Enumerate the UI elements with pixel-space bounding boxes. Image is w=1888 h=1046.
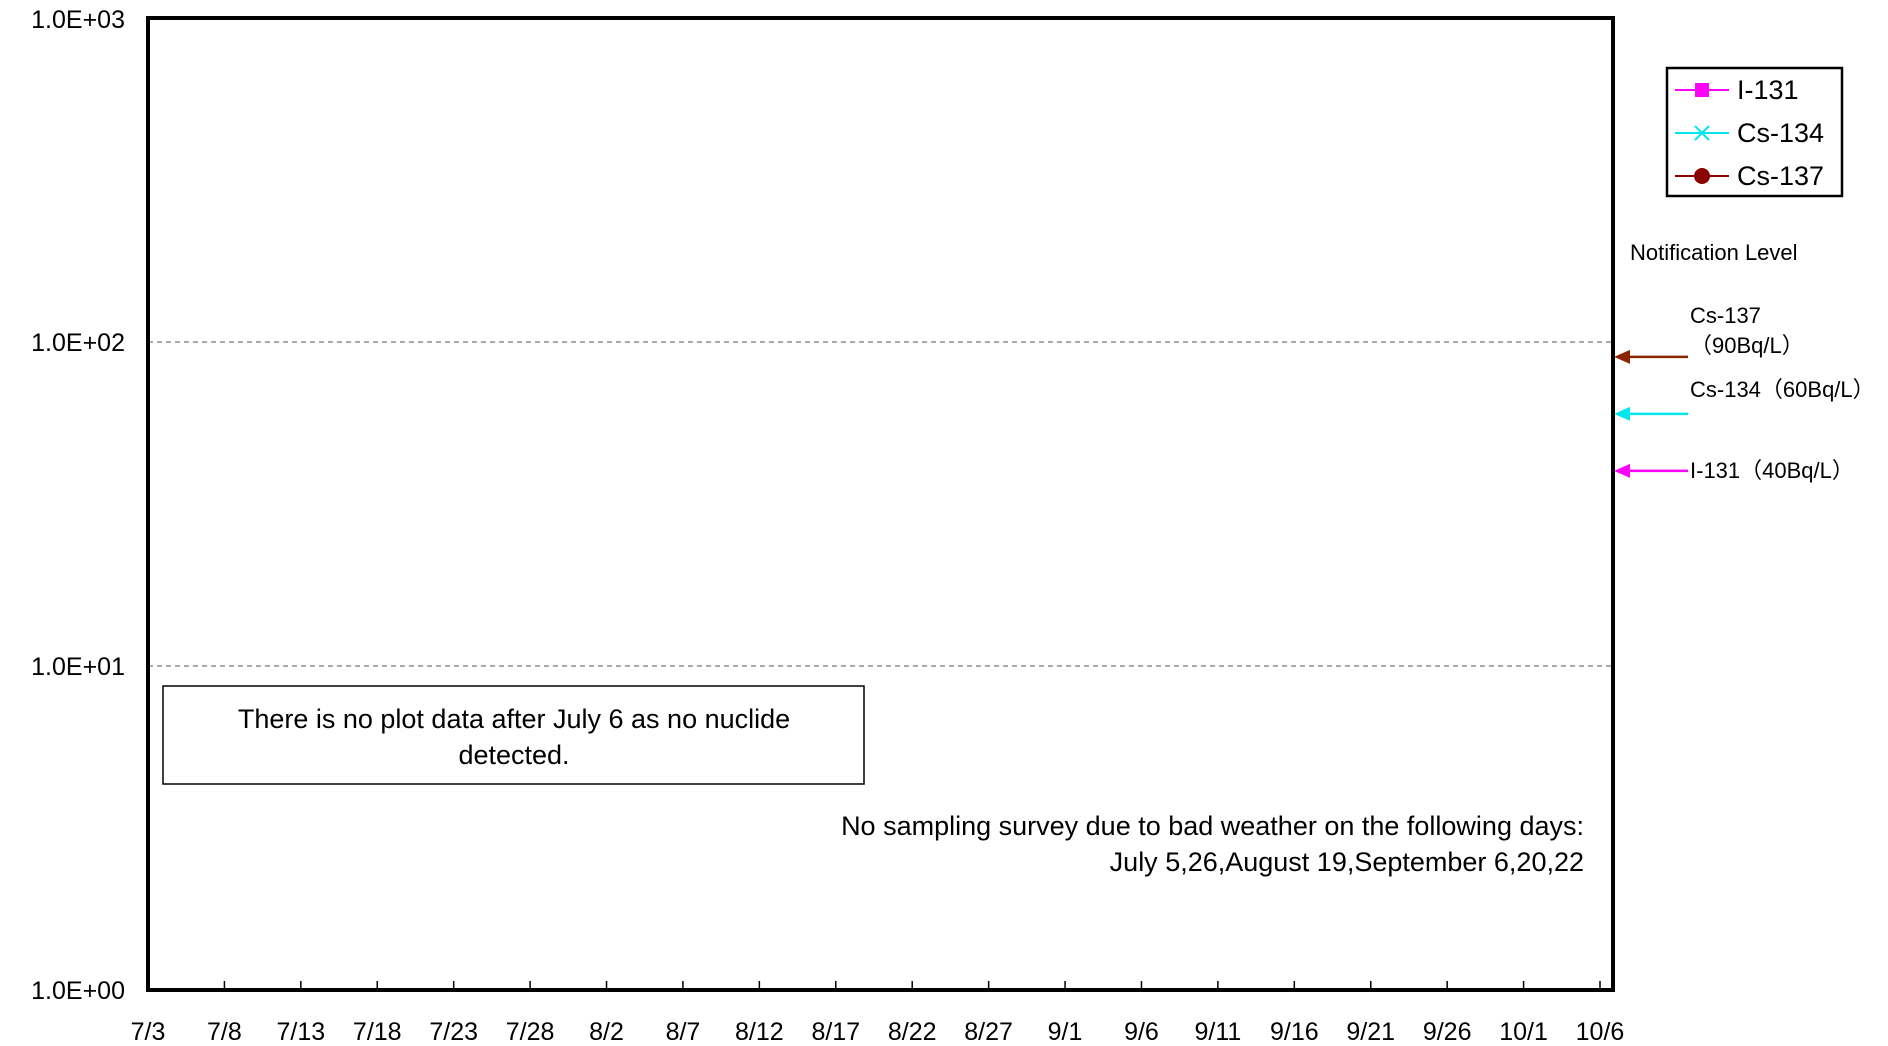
- y-tick-label: 1.0E+03: [31, 6, 125, 34]
- legend-label-cs134: Cs-134: [1737, 118, 1824, 148]
- x-tick-label: 9/26: [1423, 1018, 1472, 1046]
- no-data-note-box: [162, 685, 865, 785]
- notification-level-cs-134: Cs-134（60Bq/L）: [1614, 377, 1875, 421]
- notification-label: Cs-137: [1690, 303, 1761, 328]
- x-tick-label: 8/22: [888, 1018, 937, 1046]
- y-axis: 1.0E+00 1.0E+01 1.0E+02 1.0E+03: [31, 6, 125, 1005]
- x-tick-label: 9/1: [1048, 1018, 1083, 1046]
- y-tick-label: 1.0E+00: [31, 977, 125, 1005]
- x-tick-label: 7/28: [506, 1018, 555, 1046]
- x-tick-label: 8/7: [666, 1018, 701, 1046]
- legend-marker-square-icon: [1695, 83, 1709, 97]
- notification-label-value: （90Bq/L）: [1690, 333, 1804, 358]
- no-sampling-note-line1: No sampling survey due to bad weather on…: [841, 811, 1584, 841]
- legend-marker-x-icon: [1694, 125, 1710, 141]
- notification-level-heading: Notification Level: [1630, 240, 1798, 265]
- x-tick-label: 9/21: [1346, 1018, 1395, 1046]
- x-tick-label: 9/11: [1194, 1018, 1241, 1046]
- notification-level-cs-137: Cs-137 （90Bq/L）: [1614, 303, 1804, 364]
- notification-label: I-131（40Bq/L）: [1690, 458, 1854, 483]
- legend: I-131 Cs-134 Cs-137: [1665, 66, 1844, 198]
- no-data-note-line2: detected.: [458, 740, 569, 770]
- y-tick-label: 1.0E+02: [31, 329, 125, 357]
- notification-label: Cs-134（60Bq/L）: [1690, 377, 1875, 402]
- no-sampling-note-line2: July 5,26,August 19,September 6,20,22: [1110, 847, 1584, 877]
- arrow-left-icon: [1614, 349, 1630, 364]
- x-axis: 7/3 7/8 7/13 7/18 7/23 7/28 8/2 8/7 8/12 8/17 8/22…: [131, 981, 1625, 1046]
- x-tick-label: 9/16: [1270, 1018, 1319, 1046]
- x-tick-label: 10/6: [1576, 1018, 1625, 1046]
- grid-lines: [148, 341, 1613, 667]
- legend-label-i131: I-131: [1737, 75, 1799, 105]
- legend-marker-circle-icon: [1694, 168, 1710, 184]
- x-tick-label: 8/17: [811, 1018, 860, 1046]
- x-tick-label: 9/6: [1124, 1018, 1159, 1046]
- x-tick-label: 8/27: [964, 1018, 1013, 1046]
- no-data-note: There is no plot data after July 6 as no…: [162, 685, 865, 785]
- y-tick-label: 1.0E+01: [31, 653, 125, 681]
- arrow-left-icon: [1614, 406, 1630, 421]
- legend-label-cs137: Cs-137: [1737, 161, 1824, 191]
- x-tick-label: 7/23: [429, 1018, 478, 1046]
- no-data-note-line1: There is no plot data after July 6 as no…: [238, 704, 790, 734]
- x-tick-label: 7/18: [353, 1018, 402, 1046]
- x-tick-label: 10/1: [1499, 1018, 1548, 1046]
- notification-levels: Cs-137 （90Bq/L） Cs-134（60Bq/L） I-131（40Bq/L…: [1614, 303, 1875, 483]
- x-tick-label: 7/13: [277, 1018, 326, 1046]
- notification-level-i-131: I-131（40Bq/L）: [1614, 458, 1854, 483]
- x-tick-label: 7/3: [131, 1018, 166, 1046]
- x-tick-label: 7/8: [207, 1018, 242, 1046]
- arrow-left-icon: [1614, 463, 1630, 478]
- plot-area-frame: [146, 16, 1615, 992]
- x-tick-label: 8/12: [735, 1018, 784, 1046]
- x-tick-label: 8/2: [589, 1018, 624, 1046]
